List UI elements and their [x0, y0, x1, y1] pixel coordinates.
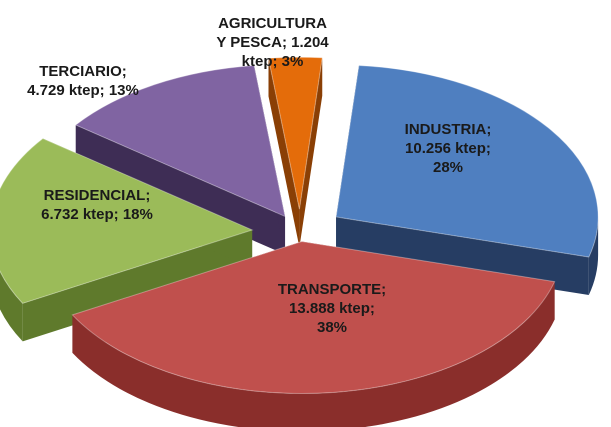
slice-agricultura: [267, 56, 323, 210]
slice-transporte: [71, 241, 556, 395]
label-industria-value: 10.256 ktep;: [405, 140, 491, 157]
slice-residencial: [0, 137, 254, 304]
slice-wall-agricultura-1: [299, 57, 323, 248]
slice-rim-industria-0: [588, 216, 599, 296]
label-residencial: RESIDENCIAL; 6.732 ktep; 18%: [22, 186, 172, 224]
slice-wall-industria-1: [336, 216, 589, 296]
slice-industria: [335, 64, 599, 258]
label-industria: INDUSTRIA; 10.256 ktep; 28%: [378, 120, 518, 177]
slice-wall-agricultura-0: [268, 58, 300, 248]
label-residencial-value: 6.732 ktep; 18%: [41, 206, 153, 223]
label-transporte-name: TRANSPORTE;: [277, 281, 387, 298]
label-terciario-name: TERCIARIO;: [39, 63, 127, 80]
label-terciario: TERCIARIO; 4.729 ktep; 13%: [8, 62, 158, 100]
label-industria-percent: 28%: [432, 159, 464, 176]
label-transporte-percent: 38%: [316, 319, 348, 336]
label-agricultura: AGRICULTURA Y PESCA; 1.204 ktep; 3%: [200, 14, 345, 71]
label-agricultura-name: AGRICULTURA: [218, 15, 327, 32]
label-transporte-value: 13.888 ktep;: [289, 300, 375, 317]
label-agricultura-percent: ktep; 3%: [241, 53, 304, 70]
slice-rim-transporte-0: [72, 281, 555, 427]
slice-tops: [0, 56, 599, 395]
slice-rim-residencial-0: [0, 271, 23, 342]
label-terciario-value: 4.729 ktep; 13%: [27, 82, 139, 99]
slice-terciario: [74, 64, 286, 218]
label-transporte: TRANSPORTE; 13.888 ktep; 38%: [262, 280, 402, 337]
label-residencial-name: RESIDENCIAL;: [43, 187, 151, 204]
label-agricultura-value: Y PESCA; 1.204: [216, 34, 329, 51]
label-industria-name: INDUSTRIA;: [404, 121, 492, 138]
